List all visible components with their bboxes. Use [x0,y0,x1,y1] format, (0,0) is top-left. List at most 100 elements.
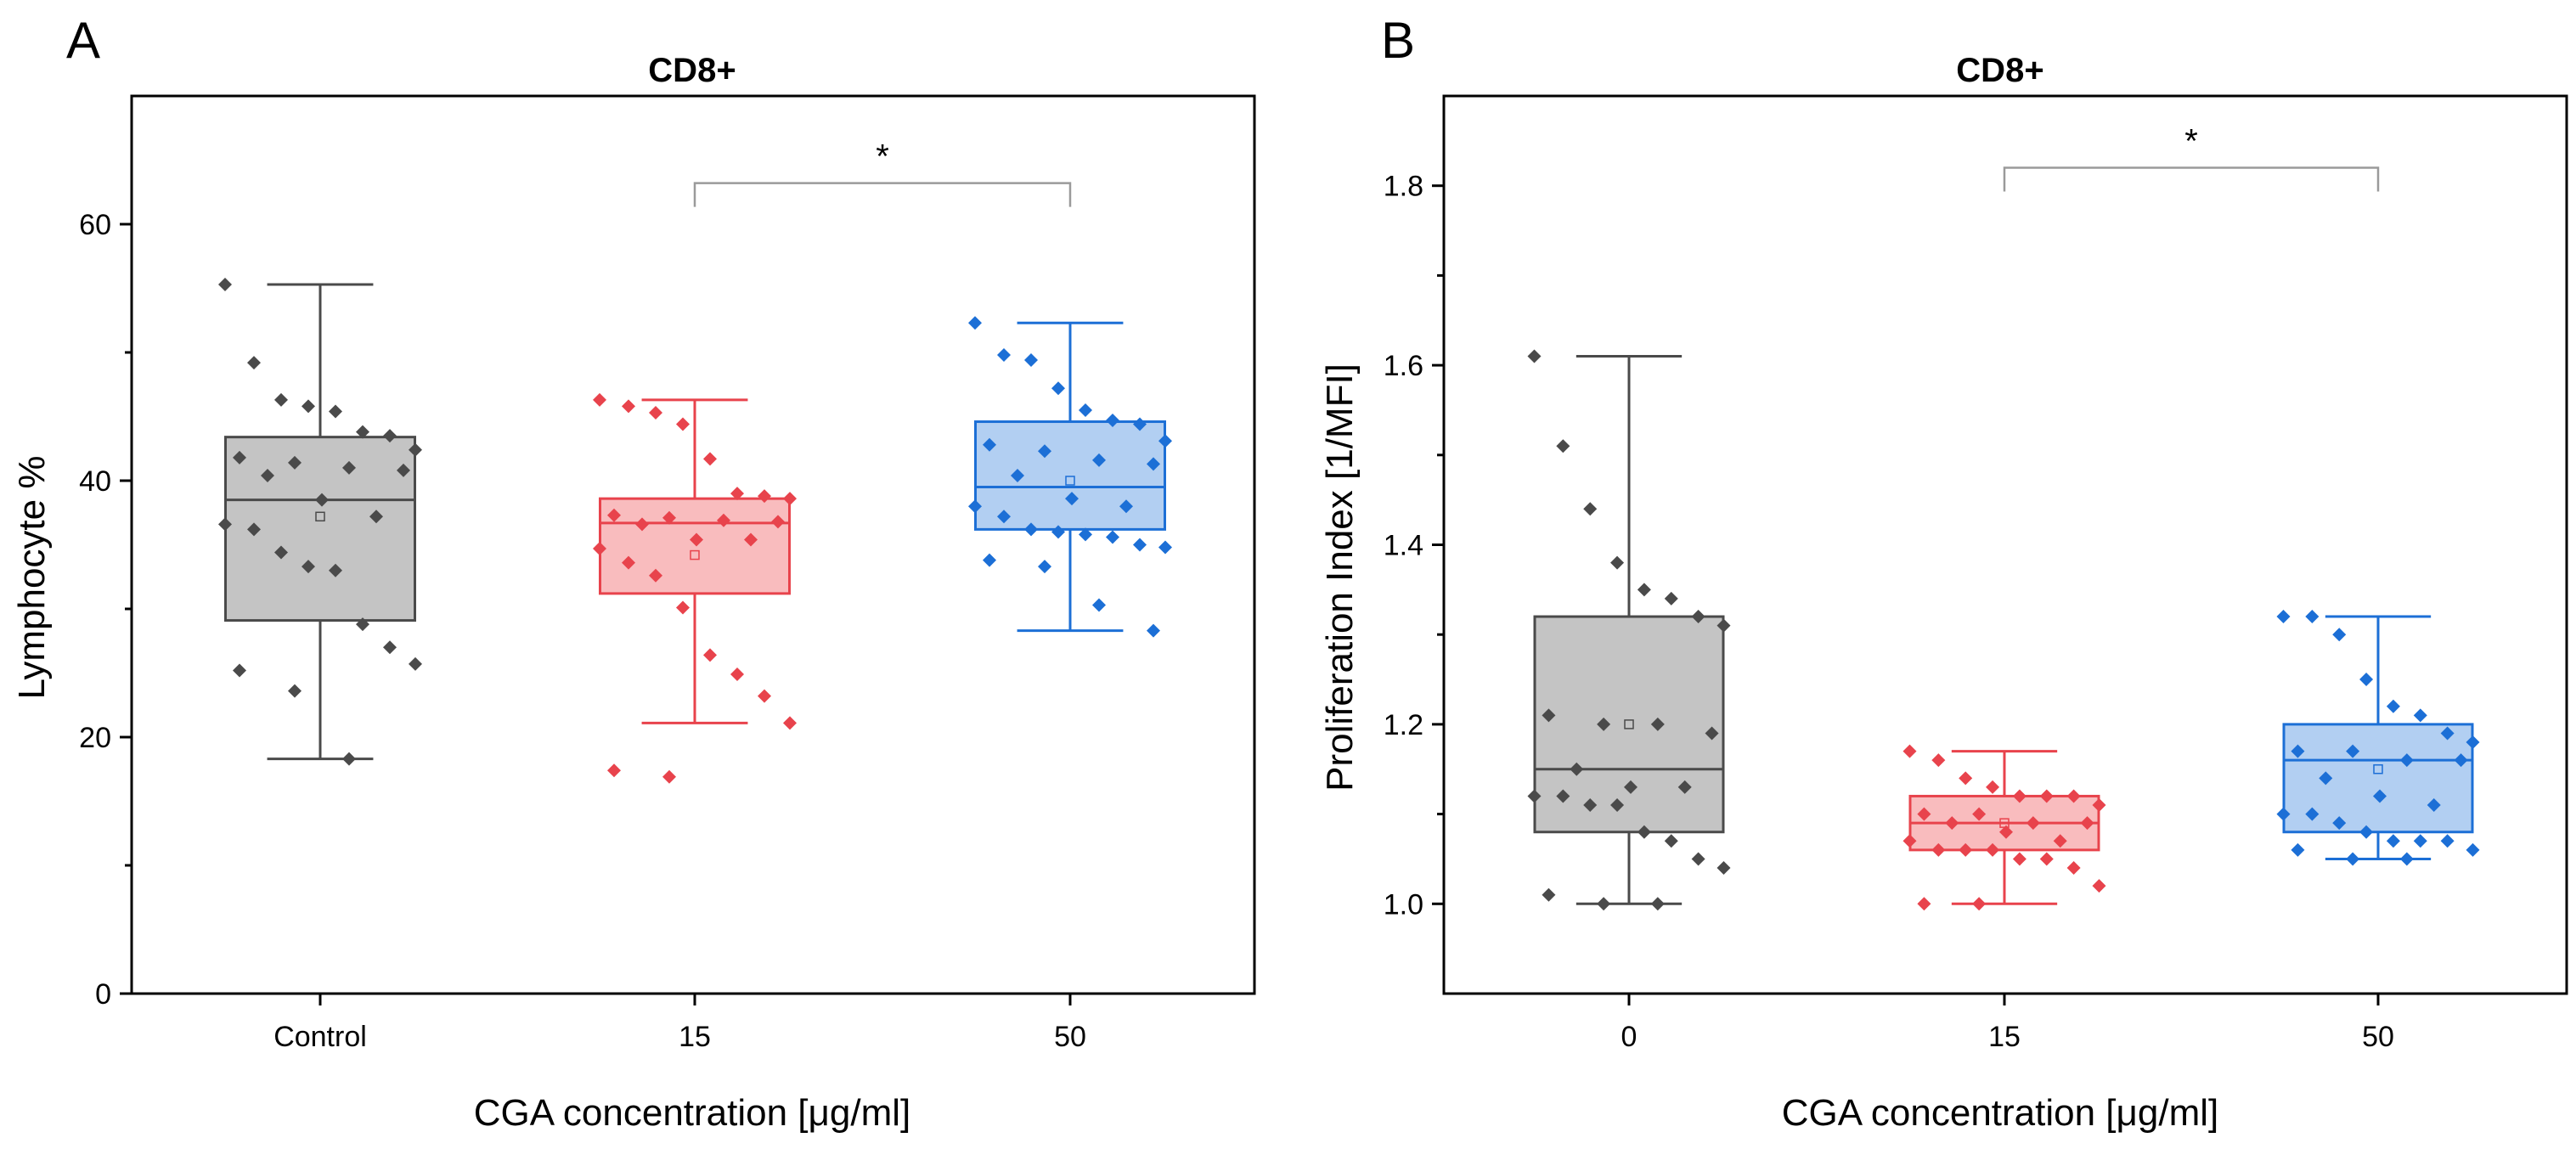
panel-b-c15-data-point [1917,807,1931,821]
panel-a-control-data-point [302,560,315,574]
panel-b-control-data-point [1597,717,1611,731]
panel-b-c15-data-point [1959,842,1973,857]
panel-b-letter: B [1381,12,1415,69]
panel-b-c50-data-point [2466,842,2480,857]
panel-a-control-data-point [261,468,274,482]
panel-a-c15-data-point [744,532,758,547]
panel-b-control-data-point [1716,618,1731,633]
panel-a-c50-data-point [1158,540,1172,555]
panel-a-c50-data-point [1038,560,1051,574]
panel-b-c50-data-point [2305,610,2320,624]
panel-a-c15-data-point [758,689,771,703]
panel-b-c15-data-point [2066,861,2081,876]
panel-b-c50-data-point [2291,744,2305,758]
panel-b-control-data-point [1597,897,1611,911]
panel-a-control-data-point [302,399,315,414]
panel-a-c50-data-point [997,348,1011,363]
panel-b-c50-data-point [2427,798,2441,813]
panel-a-control-data-point [329,404,342,419]
panel-b-control-data-point [1664,834,1678,848]
panel-a-control-data-point [288,684,302,698]
panel-b-title: CD8+ [1956,52,2043,89]
panel-a-c15-data-point [730,667,744,682]
panel-b-c15-data-point [1972,897,1987,911]
panel-a-c50-data-point [1079,527,1092,542]
panel-a-c50-data-point [983,437,996,452]
panel-a-control-data-point [247,356,261,370]
panel-a-c15-data-point [771,515,785,529]
panel-a-c15-data-point [607,763,621,778]
panel-b-x-axis-label: CGA concentration [μg/ml] [1782,1092,2218,1134]
panel-b-c15-data-point [1902,834,1917,848]
panel-b-c50-data-point [2291,842,2305,857]
panel-a-plot: 0 20 40 60 Control 15 50 * [79,94,1256,1053]
panel-b-y-tick-label: 1.2 [1384,709,1423,741]
panel-a-c50-data-point [997,510,1011,524]
panel-a-x-axis-label: CGA concentration [μg/ml] [474,1092,910,1134]
panel-a-y-tick-label: 60 [79,209,111,241]
panel-b-c50-data-point [2386,834,2400,848]
panel-a-c15-data-point [593,542,606,556]
panel-a-c15-data-point [758,489,771,504]
panel-a-c15-data-point [703,648,717,662]
panel-b-control-data-point [1705,726,1719,741]
panel-b-c50-data-point [2399,852,2414,866]
panel-b-c15-data-point [2092,798,2106,813]
panel-a-control-data-point [342,752,356,766]
panel-a-y-tick-label: 0 [95,978,111,1011]
panel-b-control-data-point [1610,555,1625,570]
panel-b-c50-mean-marker [2373,764,2383,774]
panel-b-significance-label: * [2184,123,2198,161]
panel-b-control-data-point [1570,762,1584,776]
panel-b-c15-data-point [1902,744,1917,758]
panel-a-control-data-point [218,277,232,291]
panel-b-control-data-point [1637,825,1651,839]
panel-a-c15-data-point [717,513,730,527]
panel-a-c15-data-point [622,399,635,414]
panel-b-c50-data-point [2386,699,2400,713]
panel-a-c15-data-point [607,508,621,522]
panel-a-c15-data-point [622,555,635,570]
panel-b-c15-data-point [2012,789,2026,803]
panel-b-control-data-point [1637,583,1651,597]
panel-a-c15-data-point [662,510,676,525]
panel-b-y-tick-label: 1.4 [1384,530,1423,562]
panel-a-control-data-point [409,442,422,457]
panel-a-control-data-point [397,463,410,477]
panel-a-c50-data-point [1147,457,1160,471]
panel-a-letter: A [66,12,100,69]
panel-b-control-data-point [1542,887,1556,902]
panel-a-c50-data-point [1119,499,1133,514]
panel-a-control-data-point [315,493,329,507]
panel-b-control-data-point [1583,798,1598,813]
panel-a-c15-data-point [690,532,703,547]
panel-b-c15-data-point [2053,834,2067,848]
panel-b-c50-data-point [2359,825,2374,839]
panel-b-c15-data-point [1986,780,2000,794]
panel-b-c50-data-point [2332,628,2347,642]
panel-b-c15-data-point [2080,816,2094,831]
panel-b-control-data-point [1664,591,1678,605]
panel-a-c50-data-point [1065,492,1079,506]
panel-a-c15-data-point [783,492,797,506]
panel-a-c15-data-point [676,417,690,431]
panel-b-c15-data-point [1931,753,1946,768]
panel-a-c50-data-point [1092,453,1106,467]
panel-a-c50-data-point [1051,381,1065,396]
panel-a-c50-box [974,420,1166,531]
panel-b-c15-data-point [2039,852,2054,866]
panel-b-c50-data-point [2399,753,2414,768]
panel-a-x-tick-label: Control [273,1021,367,1053]
panel-b-c50-data-point [2466,735,2480,750]
panel-a-c50-data-point [1038,444,1051,459]
panel-b-x-tick-label: 0 [1621,1021,1637,1053]
panel-a-c50-data-point [1092,598,1106,612]
panel-a-c15-mean-marker [690,549,700,560]
panel-b-control-data-point [1583,502,1598,516]
panel-b-control-data-point [1527,789,1542,803]
panel-b-c15-data-point [2066,789,2081,803]
panel-a-control-data-point [288,455,302,470]
panel-b-control-data-point [1542,708,1556,723]
panel-a-control-data-point [409,656,422,671]
